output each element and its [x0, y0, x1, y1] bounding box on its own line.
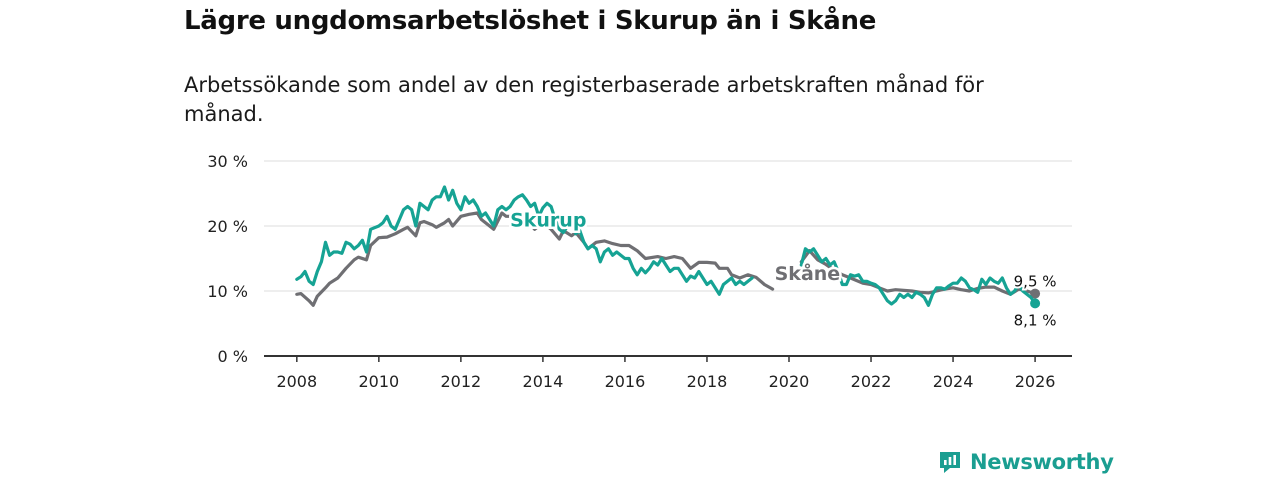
series-line-skurup: [799, 247, 1037, 307]
brand-name: Newsworthy: [970, 450, 1114, 474]
series-label-skane: Skåne: [775, 261, 841, 285]
x-tick-label: 2014: [523, 372, 564, 391]
end-point-skurup: [1030, 298, 1041, 309]
x-tick-label: 2010: [358, 372, 399, 391]
x-tick-label: 2016: [605, 372, 646, 391]
x-tick-label: 2024: [933, 372, 974, 391]
x-tick-label: 2012: [441, 372, 482, 391]
axes: 0 % 10 % 20 % 30 % 2008 2010 2012 2014 2016 2018 2…: [207, 152, 1072, 391]
y-tick-label: 30 %: [207, 152, 248, 171]
brand: Newsworthy: [938, 450, 1114, 474]
y-tick-label: 20 %: [207, 217, 248, 236]
chart-title: Lägre ungdomsarbetslöshet i Skurup än i …: [184, 6, 877, 36]
newsworthy-logo-icon: [940, 452, 960, 473]
end-point-sk-ne: [1030, 288, 1041, 299]
x-tick-label: 2008: [276, 372, 317, 391]
gridlines: [264, 160, 1072, 292]
data-labels: Skurup Skåne 9,5 % 8,1 %: [508, 207, 1059, 331]
series-label-skurup: Skurup: [510, 210, 586, 232]
x-tick-label: 2018: [687, 372, 728, 391]
series-line-skurup: [295, 185, 754, 296]
end-label-skurup: 8,1 %: [1014, 311, 1057, 329]
x-tick-label: 2022: [851, 372, 892, 391]
chart-subtitle: Arbetssökande som andel av den registerb…: [184, 73, 984, 126]
y-tick-label: 0 %: [218, 347, 248, 366]
x-tick-label: 2026: [1015, 372, 1056, 391]
series-lines: [295, 185, 1041, 309]
x-tick-label: 2020: [769, 372, 810, 391]
y-tick-label: 10 %: [207, 282, 248, 301]
end-label-skane: 9,5 %: [1014, 272, 1057, 290]
series-line-sk-ne: [295, 211, 775, 307]
